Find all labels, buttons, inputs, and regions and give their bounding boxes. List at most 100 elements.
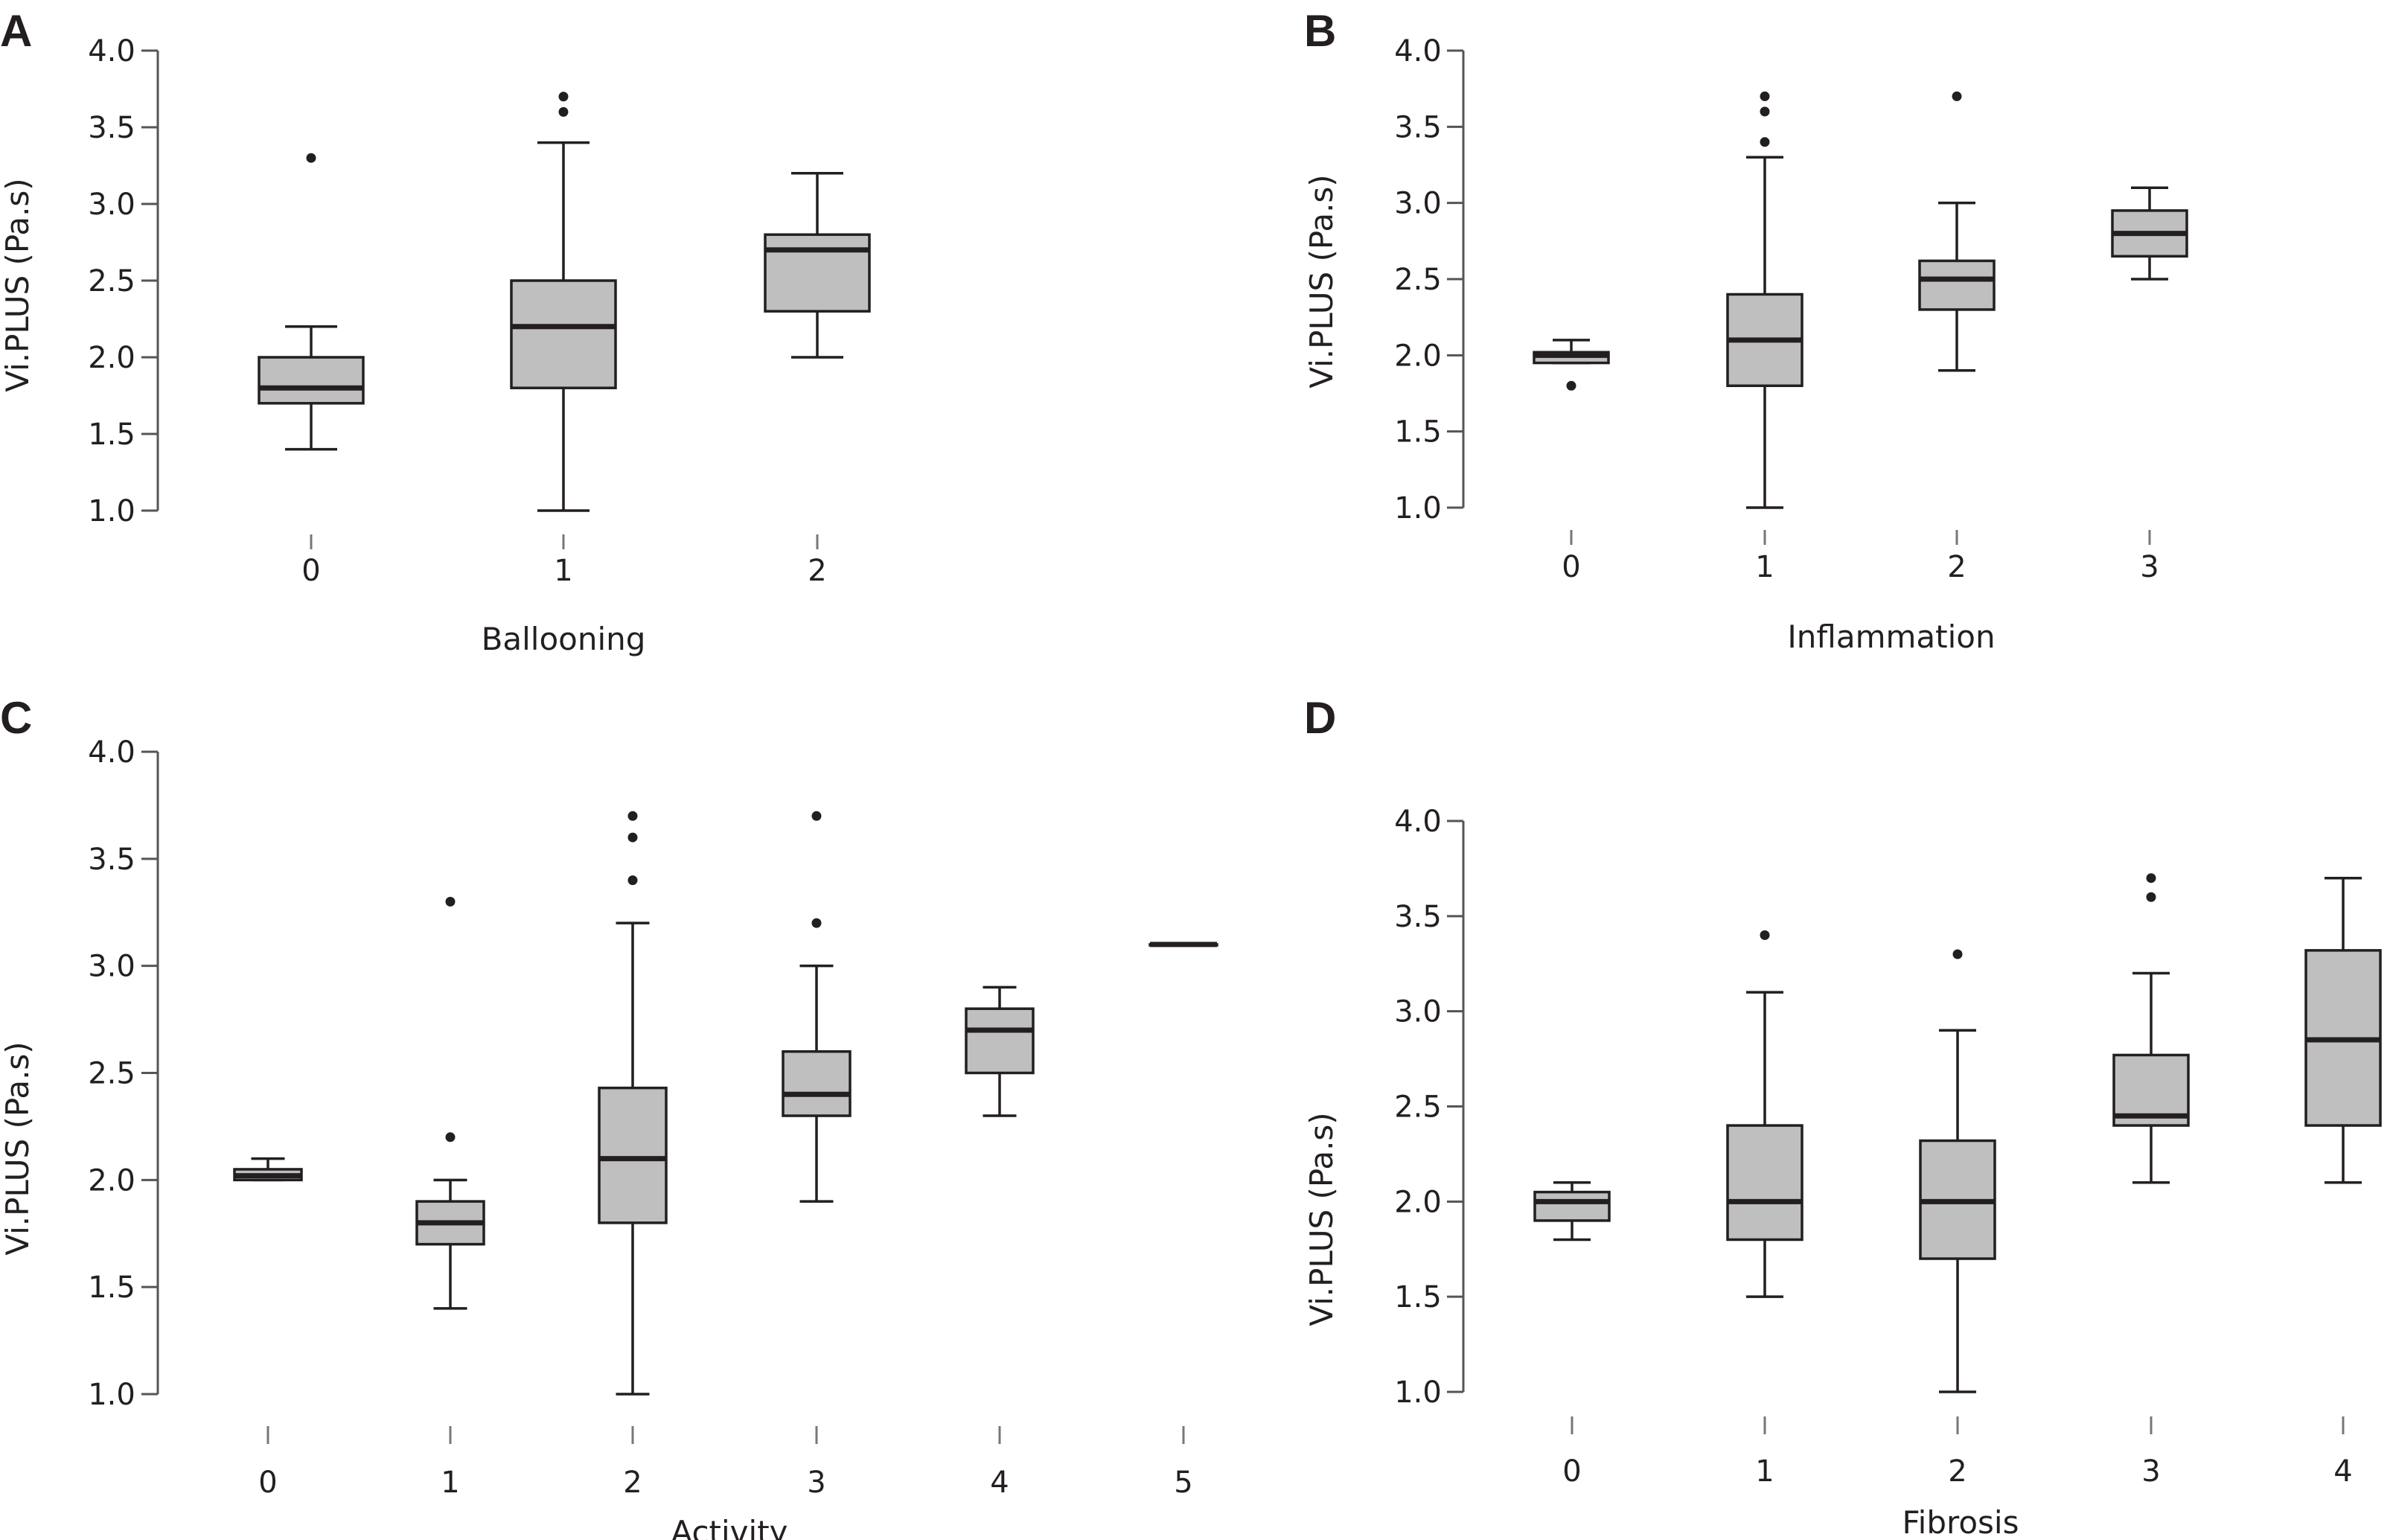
panel-b-letter: B [1304,6,1336,56]
panel-d-letter: D [1304,693,1336,743]
panel-a-y-tick-label: 3.5 [88,111,135,145]
panel-c-x-tick-label: 5 [1174,1466,1192,1500]
panel-d-box-0 [1533,1181,1611,1242]
panel-c-y-tick-label: 1.0 [88,1378,135,1412]
panel-c-y-tick-label: 3.0 [88,950,135,984]
box-body [1533,1190,1611,1222]
outlier-point [627,811,638,821]
panel-d-x-tick-label: 0 [1562,1454,1581,1489]
panel-d-y-tick-label: 2.5 [1394,1090,1442,1125]
panel-d-y-tick-label: 3.0 [1394,995,1442,1029]
panel-b-x-tick-label: 1 [1755,550,1774,584]
outlier-point [558,106,569,117]
panel-c-x-tick-label: 1 [441,1466,459,1500]
panel-a-box-1 [510,92,617,512]
panel-c-x-tick-label: 4 [990,1466,1009,1500]
outlier-point [627,875,638,886]
panel-b-y-tick-label: 3.5 [1394,110,1442,144]
outlier-point [2146,873,2156,884]
panel-a-x-axis-label: Ballooning [482,621,646,657]
panel-a-y-axis-label: Vi.PLUS (Pa.s) [0,178,36,392]
panel-d-box-4 [2304,876,2382,1184]
panel-b-y-axis-label: Vi.PLUS (Pa.s) [1303,174,1340,388]
panel-c-box-2 [598,811,668,1396]
panel-d-y-tick-label: 1.5 [1394,1280,1442,1314]
panel-b-box-2 [1918,91,1996,372]
panel-c-y-tick-label: 3.5 [88,843,135,877]
outlier-point [445,1132,456,1143]
panel-c-x-tick-label: 3 [807,1466,825,1500]
outlier-point [1566,380,1576,391]
panel-d-x-axis-label: Fibrosis [1902,1504,2019,1540]
outlier-point [1952,91,1962,101]
outlier-point [1760,106,1770,117]
panel-d-box-2 [1919,949,1996,1393]
panel-b-box-0 [1533,339,1610,391]
panel-a-y-tick-label: 3.0 [88,188,135,222]
panel-a-x-tick-label: 0 [301,554,320,588]
panel-c-y-axis-label: Vi.PLUS (Pa.s) [0,1041,36,1255]
panel-b-y-tick-label: 2.0 [1394,339,1442,373]
panel-d-y-tick-label: 3.5 [1394,900,1442,934]
box-body [764,233,871,313]
panel-d: D 1.0 1.5 2.0 2.5 3.0 3.5 4.0 0 1 2 3 4 Fibrosis V… [1303,693,2382,1540]
panel-d-y-tick-label: 2.0 [1394,1185,1442,1219]
panel-c-y-tick-label: 1.5 [88,1271,135,1305]
panel-b-x-tick-label: 2 [1947,550,1966,584]
panel-c-x-tick-label: 2 [623,1466,642,1500]
panel-c-box-1 [415,896,485,1310]
panel-d-y-tick-label: 1.0 [1394,1376,1442,1410]
box-body [965,1007,1035,1075]
box-body [598,1086,668,1224]
panel-a-y-tick-label: 1.0 [88,494,135,528]
panel-b-x-tick-label: 0 [1562,550,1580,584]
panel-d-x-tick-label: 2 [1948,1454,1967,1489]
panel-d-box-1 [1726,930,1803,1298]
panel-d-y-axis-label: Vi.PLUS (Pa.s) [1303,1112,1340,1326]
panel-d-box-3 [2112,873,2190,1184]
panel-c-letter: C [0,693,32,743]
panel-a-y-tick-label: 2.0 [88,341,135,375]
outlier-point [1760,137,1770,147]
panel-c-box-4 [965,985,1035,1117]
panel-a-x-tick-label: 1 [554,554,572,588]
panel-b-y-tick-label: 3.0 [1394,187,1442,221]
outlier-point [445,896,456,907]
outlier-point [306,153,316,163]
panel-a-x-tick-label: 2 [808,554,826,588]
panel-a-y-tick-label: 2.5 [88,264,135,298]
outlier-point [811,811,822,821]
panel-c-y-tick-label: 4.0 [88,735,135,770]
outlier-point [558,92,569,102]
panel-a-box-2 [764,172,871,359]
outlier-point [1952,949,1963,959]
panel-d-x-tick-label: 4 [2333,1454,2352,1489]
outlier-point [2146,892,2156,902]
panel-b: B 1.0 1.5 2.0 2.5 3.0 3.5 4.0 0 1 2 3 Inflammatio… [1303,6,2188,655]
panel-c-box-3 [782,811,852,1203]
panel-a-y-tick-label: 1.5 [88,418,135,452]
panel-a-box-0 [258,153,365,451]
panel-b-y-tick-label: 4.0 [1394,34,1442,68]
panel-b-y-tick-label: 1.5 [1394,415,1442,450]
outlier-point [1760,930,1770,940]
panel-a: A 1.0 1.5 2.0 2.5 3.0 3.5 4.0 0 1 2 Ballooning V… [0,6,871,657]
box-body [510,279,617,389]
box-body [258,356,365,405]
panel-c-y-tick-label: 2.0 [88,1163,135,1198]
panel-b-y-tick-label: 1.0 [1394,491,1442,525]
panel-d-x-tick-label: 1 [1755,1454,1774,1489]
panel-a-letter: A [0,6,32,56]
outlier-point [1760,91,1770,101]
panel-c-x-axis-label: Activity [671,1514,787,1540]
outlier-point [627,832,638,843]
panel-b-x-tick-label: 3 [2140,550,2159,584]
panel-c-x-tick-label: 0 [258,1466,277,1500]
panel-c-y-tick-label: 2.5 [88,1057,135,1091]
outlier-point [811,918,822,928]
box-body [782,1049,852,1117]
box-body [1918,259,1996,311]
panel-a-y-tick-label: 4.0 [88,34,135,68]
